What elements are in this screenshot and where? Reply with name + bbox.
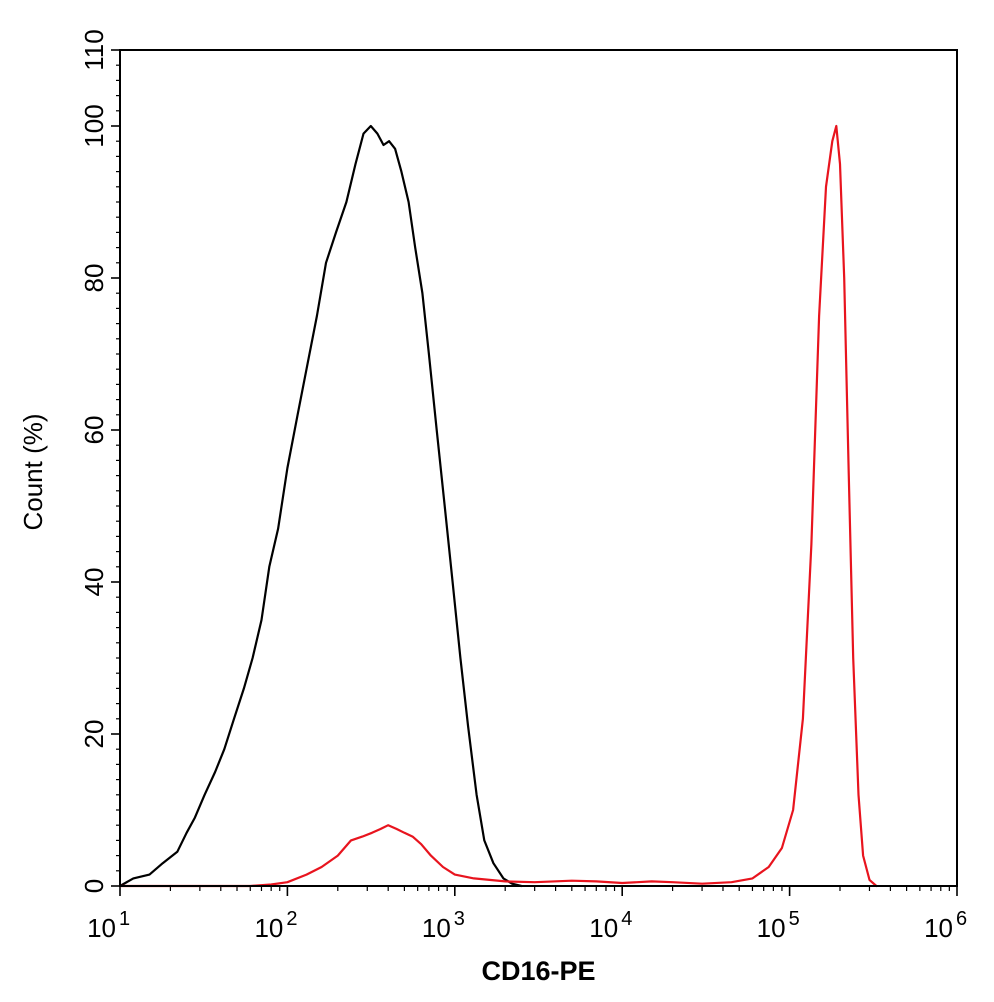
x-tick-label: 10 6 bbox=[924, 908, 967, 943]
x-tick-exponent: 3 bbox=[454, 908, 465, 930]
x-tick-exponent: 1 bbox=[119, 908, 130, 930]
x-tick-exponent: 6 bbox=[956, 908, 967, 930]
y-tick-label: 110 bbox=[79, 29, 109, 70]
x-tick-label: 10 3 bbox=[422, 908, 465, 943]
x-tick-base: 10 bbox=[87, 913, 116, 943]
series-layer bbox=[118, 124, 878, 888]
x-tick-label: 10 1 bbox=[87, 908, 130, 943]
x-tick-base: 10 bbox=[422, 913, 451, 943]
isotype-control-curve bbox=[118, 124, 523, 888]
x-axis-title: CD16-PE bbox=[481, 956, 595, 986]
y-axis-title: Count (%) bbox=[18, 413, 48, 530]
x-tick-exponent: 2 bbox=[286, 908, 297, 930]
y-tick-label: 0 bbox=[79, 879, 109, 893]
x-tick-base: 10 bbox=[924, 913, 953, 943]
y-tick-label: 60 bbox=[79, 416, 109, 445]
y-tick-label: 20 bbox=[79, 720, 109, 749]
x-tick-exponent: 4 bbox=[621, 908, 632, 930]
x-tick-base: 10 bbox=[589, 913, 618, 943]
y-tick-label: 40 bbox=[79, 568, 109, 597]
x-tick-label: 10 5 bbox=[757, 908, 800, 943]
x-tick-label: 10 4 bbox=[589, 908, 632, 943]
x-tick-base: 10 bbox=[254, 913, 283, 943]
x-tick-exponent: 5 bbox=[789, 908, 800, 930]
y-tick-label: 80 bbox=[79, 264, 109, 293]
cd16-pe-curve bbox=[118, 124, 878, 888]
x-tick-base: 10 bbox=[757, 913, 786, 943]
x-tick-label: 10 2 bbox=[254, 908, 297, 943]
plot-frame bbox=[119, 49, 958, 887]
y-tick-label: 100 bbox=[79, 104, 109, 147]
